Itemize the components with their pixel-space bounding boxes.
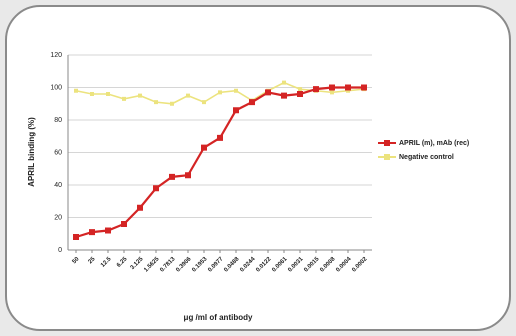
marker (186, 93, 190, 98)
marker (233, 107, 239, 114)
legend-marker (384, 140, 390, 146)
marker (234, 88, 238, 93)
y-axis-title: APRIL binding (%) (27, 117, 36, 187)
marker (345, 84, 351, 91)
y-tick-label: 20 (54, 214, 62, 221)
marker (169, 173, 175, 180)
marker (265, 89, 271, 96)
marker (90, 92, 94, 96)
x-tick-label: 50 (72, 256, 81, 265)
marker (218, 90, 222, 95)
marker (73, 234, 79, 240)
marker (361, 84, 367, 91)
marker (201, 144, 207, 151)
marker (170, 101, 174, 106)
marker (313, 86, 319, 93)
legend-text: APRIL (m), mAb (rec) (399, 140, 469, 147)
y-tick-label: 100 (50, 84, 62, 91)
marker (298, 87, 302, 92)
marker (105, 227, 111, 234)
marker (330, 90, 334, 95)
y-tick-label: 80 (54, 117, 62, 124)
marker (297, 91, 303, 97)
marker (202, 100, 206, 105)
marker (281, 92, 287, 99)
marker (121, 221, 127, 227)
x-tick-label: 25 (88, 256, 97, 265)
marker (282, 80, 286, 85)
y-tick-label: 40 (54, 182, 62, 189)
marker (185, 172, 191, 179)
legend-marker (384, 154, 390, 160)
marker (89, 229, 95, 236)
y-tick-label: 0 (58, 247, 62, 254)
marker (137, 204, 143, 211)
marker (74, 88, 78, 93)
marker (217, 134, 223, 141)
marker (138, 93, 142, 98)
legend-text: Negative control (399, 154, 454, 161)
x-axis-title: μg /ml of antibody (184, 313, 253, 322)
marker (329, 84, 335, 91)
marker (154, 100, 158, 105)
marker (249, 99, 255, 106)
marker (346, 88, 350, 93)
marker (106, 92, 110, 96)
y-tick-label: 120 (50, 52, 62, 59)
marker (122, 96, 126, 101)
y-tick-label: 60 (54, 149, 62, 156)
marker (153, 185, 159, 192)
